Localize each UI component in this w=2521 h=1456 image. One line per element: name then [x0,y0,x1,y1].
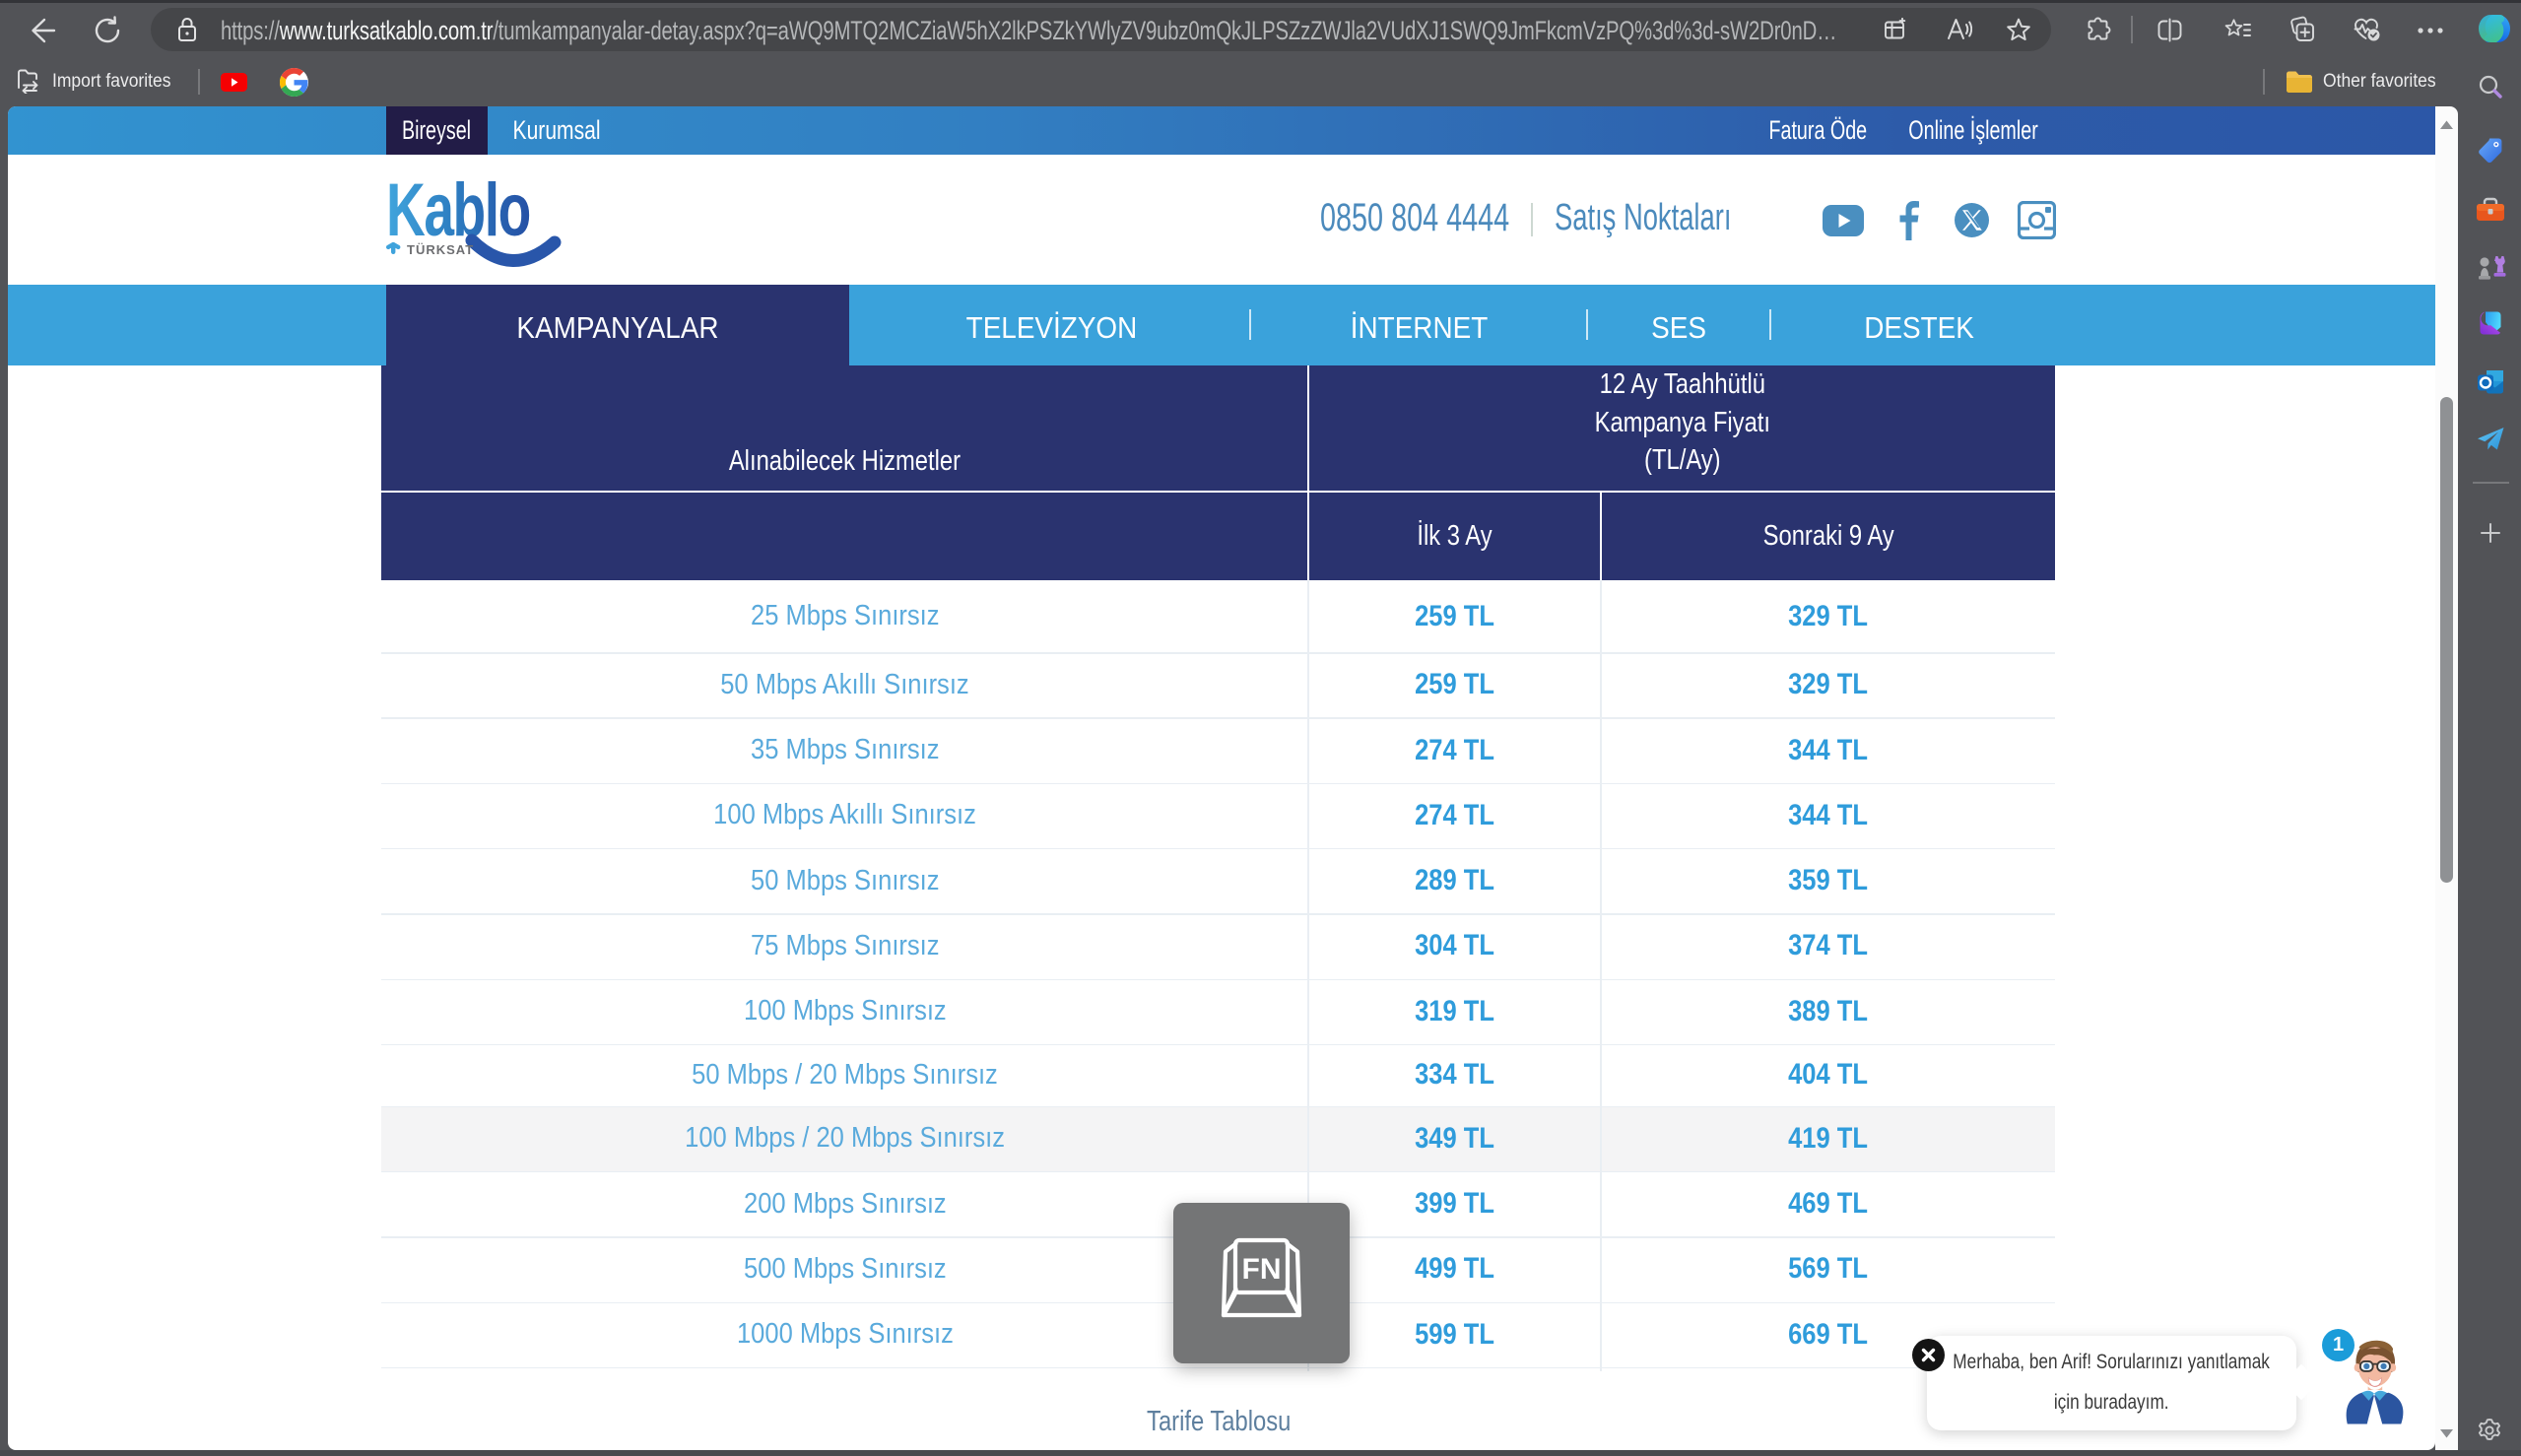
svg-text:Kablo: Kablo [386,169,530,252]
svg-text:TÜRKSAT: TÜRKSAT [407,242,474,257]
svg-text:FN: FN [1242,1253,1282,1286]
